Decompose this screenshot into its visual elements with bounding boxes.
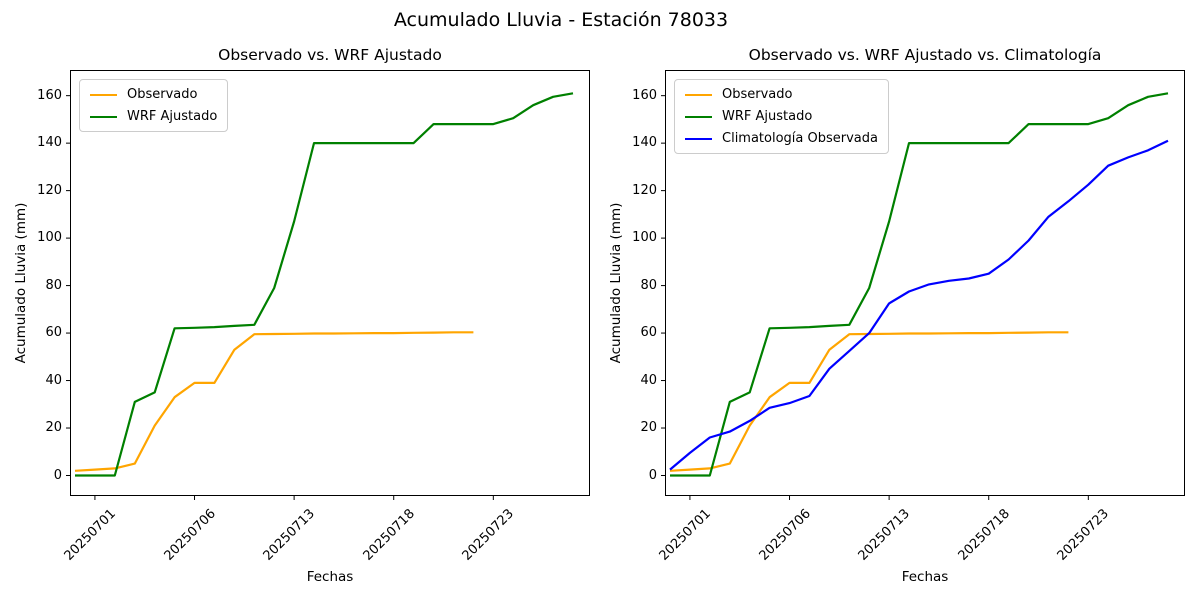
plot-area	[66, 70, 590, 500]
x-tick-label: 20250701	[656, 506, 714, 564]
x-axis-label: Fechas	[901, 569, 949, 585]
legend-line-swatch-climatologia-observada	[685, 137, 712, 140]
x-tick-label: 20250706	[161, 506, 219, 564]
x-tick-label: 20250706	[756, 506, 814, 564]
plot-area	[661, 70, 1185, 500]
x-tick-label: 20250701	[61, 506, 119, 564]
y-tick-label: 60	[640, 325, 657, 341]
figure-title: Acumulado Lluvia - Estación 78033	[393, 9, 729, 31]
legend-item-wrf-ajustado: WRF Ajustado	[90, 109, 217, 124]
y-tick-label: 40	[640, 372, 657, 388]
x-axis-label: Fechas	[306, 569, 354, 585]
subplot-title: Observado vs. WRF Ajustado vs. Climatolo…	[748, 46, 1102, 64]
legend-label: Observado	[722, 87, 793, 102]
y-tick-label: 160	[37, 87, 62, 103]
y-tick-label: 60	[45, 325, 62, 341]
y-tick-label: 100	[632, 230, 657, 246]
legend-item-observado: Observado	[90, 87, 217, 102]
y-tick-label: 0	[648, 467, 657, 483]
y-tick-label: 120	[632, 182, 657, 198]
legend: Observado WRF Ajustado	[79, 79, 229, 132]
y-tick-label: 140	[632, 135, 657, 151]
legend-item-observado: Observado	[685, 87, 878, 102]
subplot-title: Observado vs. WRF Ajustado	[218, 46, 442, 64]
line-climatologia-observada	[669, 139, 1169, 471]
line-observado	[74, 331, 474, 472]
legend-line-swatch-wrf-ajustado	[90, 115, 117, 118]
legend-label: Observado	[127, 87, 198, 102]
y-tick-label: 0	[53, 467, 62, 483]
y-tick-label: 80	[45, 277, 62, 293]
x-tick-label: 20250713	[260, 506, 319, 564]
line-wrf-ajustado	[75, 92, 574, 477]
line-wrf-ajustado	[670, 92, 1169, 477]
y-tick-label: 20	[640, 420, 657, 436]
legend-item-climatologia-observada: Climatología Observada	[685, 131, 878, 146]
legend-label: WRF Ajustado	[722, 109, 813, 124]
legend-item-wrf-ajustado: WRF Ajustado	[685, 109, 878, 124]
y-tick-label: 140	[37, 135, 62, 151]
x-tick-label: 20250718	[955, 506, 1013, 564]
legend-label: WRF Ajustado	[127, 109, 218, 124]
legend-line-swatch-observado	[685, 93, 712, 96]
x-tick-label: 20250723	[459, 506, 518, 564]
y-tick-label: 120	[37, 182, 62, 198]
plot-spines	[70, 70, 590, 496]
y-tick-label: 160	[632, 87, 657, 103]
legend-line-swatch-observado	[90, 93, 117, 96]
x-tick-label: 20250718	[360, 506, 418, 564]
y-tick-label: 100	[37, 230, 62, 246]
x-tick-label: 20250723	[1054, 506, 1113, 564]
legend-label: Climatología Observada	[722, 131, 878, 146]
legend-line-swatch-wrf-ajustado	[685, 115, 712, 118]
legend: Observado WRF Ajustado Climatología Observ…	[674, 79, 889, 154]
plot-spines	[665, 70, 1185, 496]
y-tick-label: 20	[45, 420, 62, 436]
y-tick-label: 40	[45, 372, 62, 388]
x-tick-label: 20250713	[855, 506, 914, 564]
y-tick-label: 80	[640, 277, 657, 293]
